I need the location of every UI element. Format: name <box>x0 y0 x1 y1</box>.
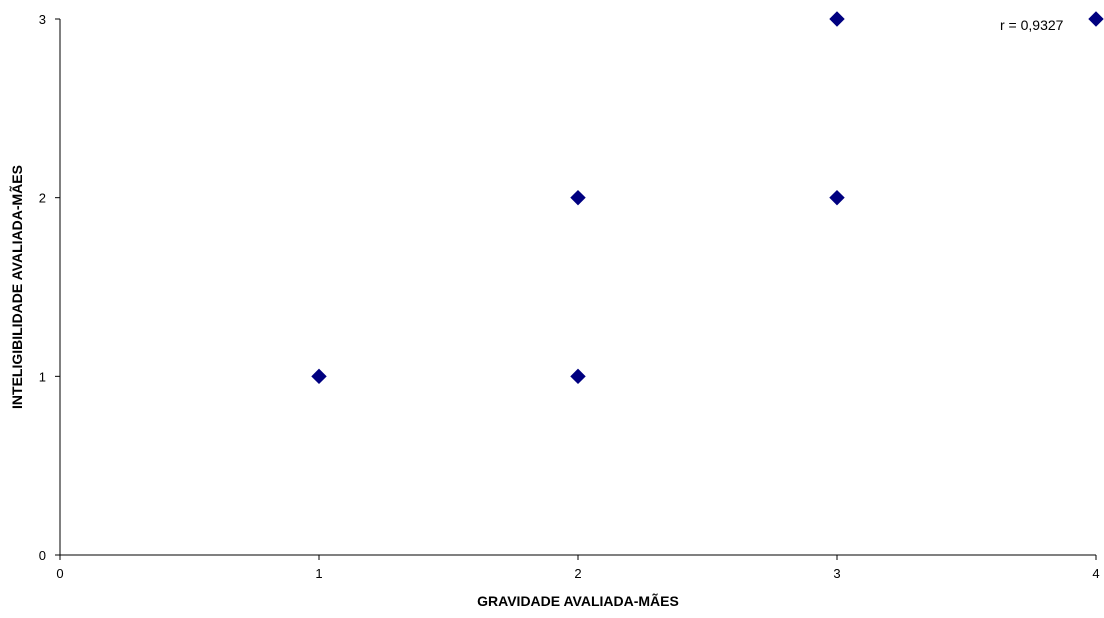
y-axis-title: INTELIGIBILIDADE AVALIADA-MÃES <box>8 165 25 409</box>
correlation-annotation: r = 0,9327 <box>1000 17 1064 33</box>
y-ticks: 0 1 2 3 <box>39 12 60 563</box>
data-point <box>570 189 586 206</box>
x-ticks: 0 1 2 3 4 <box>56 555 1100 581</box>
x-tick-label: 0 <box>56 566 63 581</box>
data-point <box>829 189 845 206</box>
data-points <box>311 11 1104 385</box>
data-point <box>311 368 327 385</box>
x-tick-label: 2 <box>574 566 581 581</box>
data-point <box>829 11 845 27</box>
x-tick-label: 4 <box>1092 566 1099 581</box>
data-point <box>570 368 586 385</box>
y-tick-label: 2 <box>39 191 46 206</box>
x-tick-label: 3 <box>833 566 840 581</box>
y-tick-label: 3 <box>39 12 46 27</box>
x-axis-title: GRAVIDADE AVALIADA-MÃES <box>477 592 679 609</box>
x-tick-label: 1 <box>315 566 322 581</box>
y-tick-label: 0 <box>39 548 46 563</box>
data-point <box>1088 11 1104 27</box>
y-tick-label: 1 <box>39 369 46 384</box>
axes <box>59 19 1096 556</box>
